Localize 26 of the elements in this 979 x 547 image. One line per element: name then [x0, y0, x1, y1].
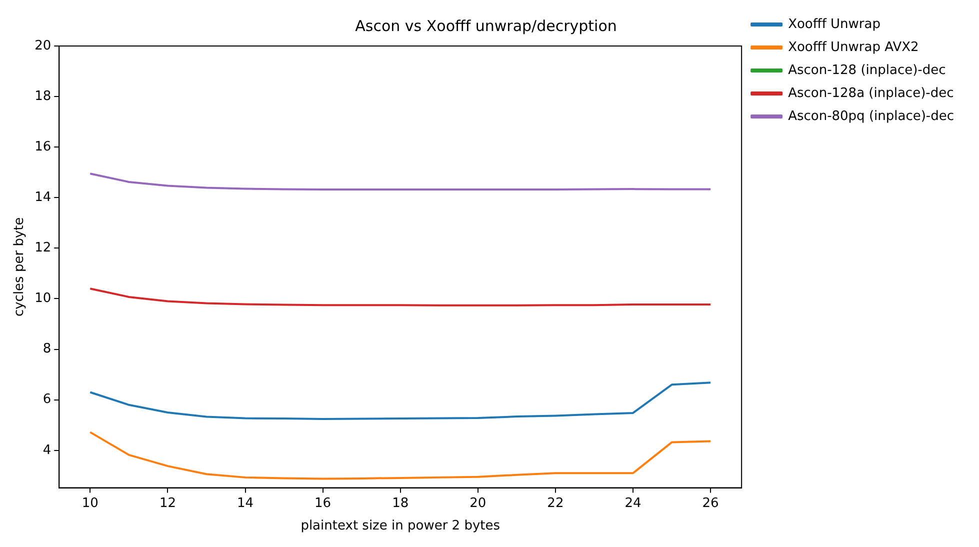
y-tick-label: 20: [34, 38, 52, 54]
y-tick-label: 16: [34, 139, 52, 154]
legend-label: Xoofff Unwrap: [788, 16, 881, 32]
y-tick-label: 14: [34, 190, 52, 206]
y-tick-label: 10: [34, 291, 52, 306]
x-tick-label: 24: [624, 496, 642, 511]
x-tick-label: 20: [470, 496, 486, 511]
x-axis-title: plaintext size in power 2 bytes: [300, 518, 500, 534]
y-tick-label: 12: [34, 240, 52, 256]
y-tick-label: 18: [34, 88, 52, 104]
legend-label: Ascon-128a (inplace)-dec: [788, 86, 954, 101]
x-tick-label: 14: [236, 496, 254, 511]
x-tick-label: 18: [392, 496, 409, 511]
x-tick-label: 16: [314, 496, 332, 511]
y-tick-label: 8: [42, 342, 52, 357]
legend-label: Ascon-128 (inplace)-dec: [788, 62, 946, 78]
y-tick-label: 6: [42, 392, 52, 408]
legend-label: Xoofff Unwrap AVX2: [788, 40, 919, 55]
x-tick-label: 12: [159, 496, 176, 511]
y-tick-label: 4: [42, 442, 52, 458]
x-tick-label: 22: [547, 496, 564, 511]
y-axis-title: cycles per byte: [12, 217, 28, 317]
legend-label: Ascon-80pq (inplace)-dec: [788, 108, 954, 124]
chart-title: Ascon vs Xoofff unwrap/decryption: [355, 16, 617, 35]
x-tick-label: 10: [82, 496, 98, 511]
x-tick-label: 26: [702, 496, 719, 511]
